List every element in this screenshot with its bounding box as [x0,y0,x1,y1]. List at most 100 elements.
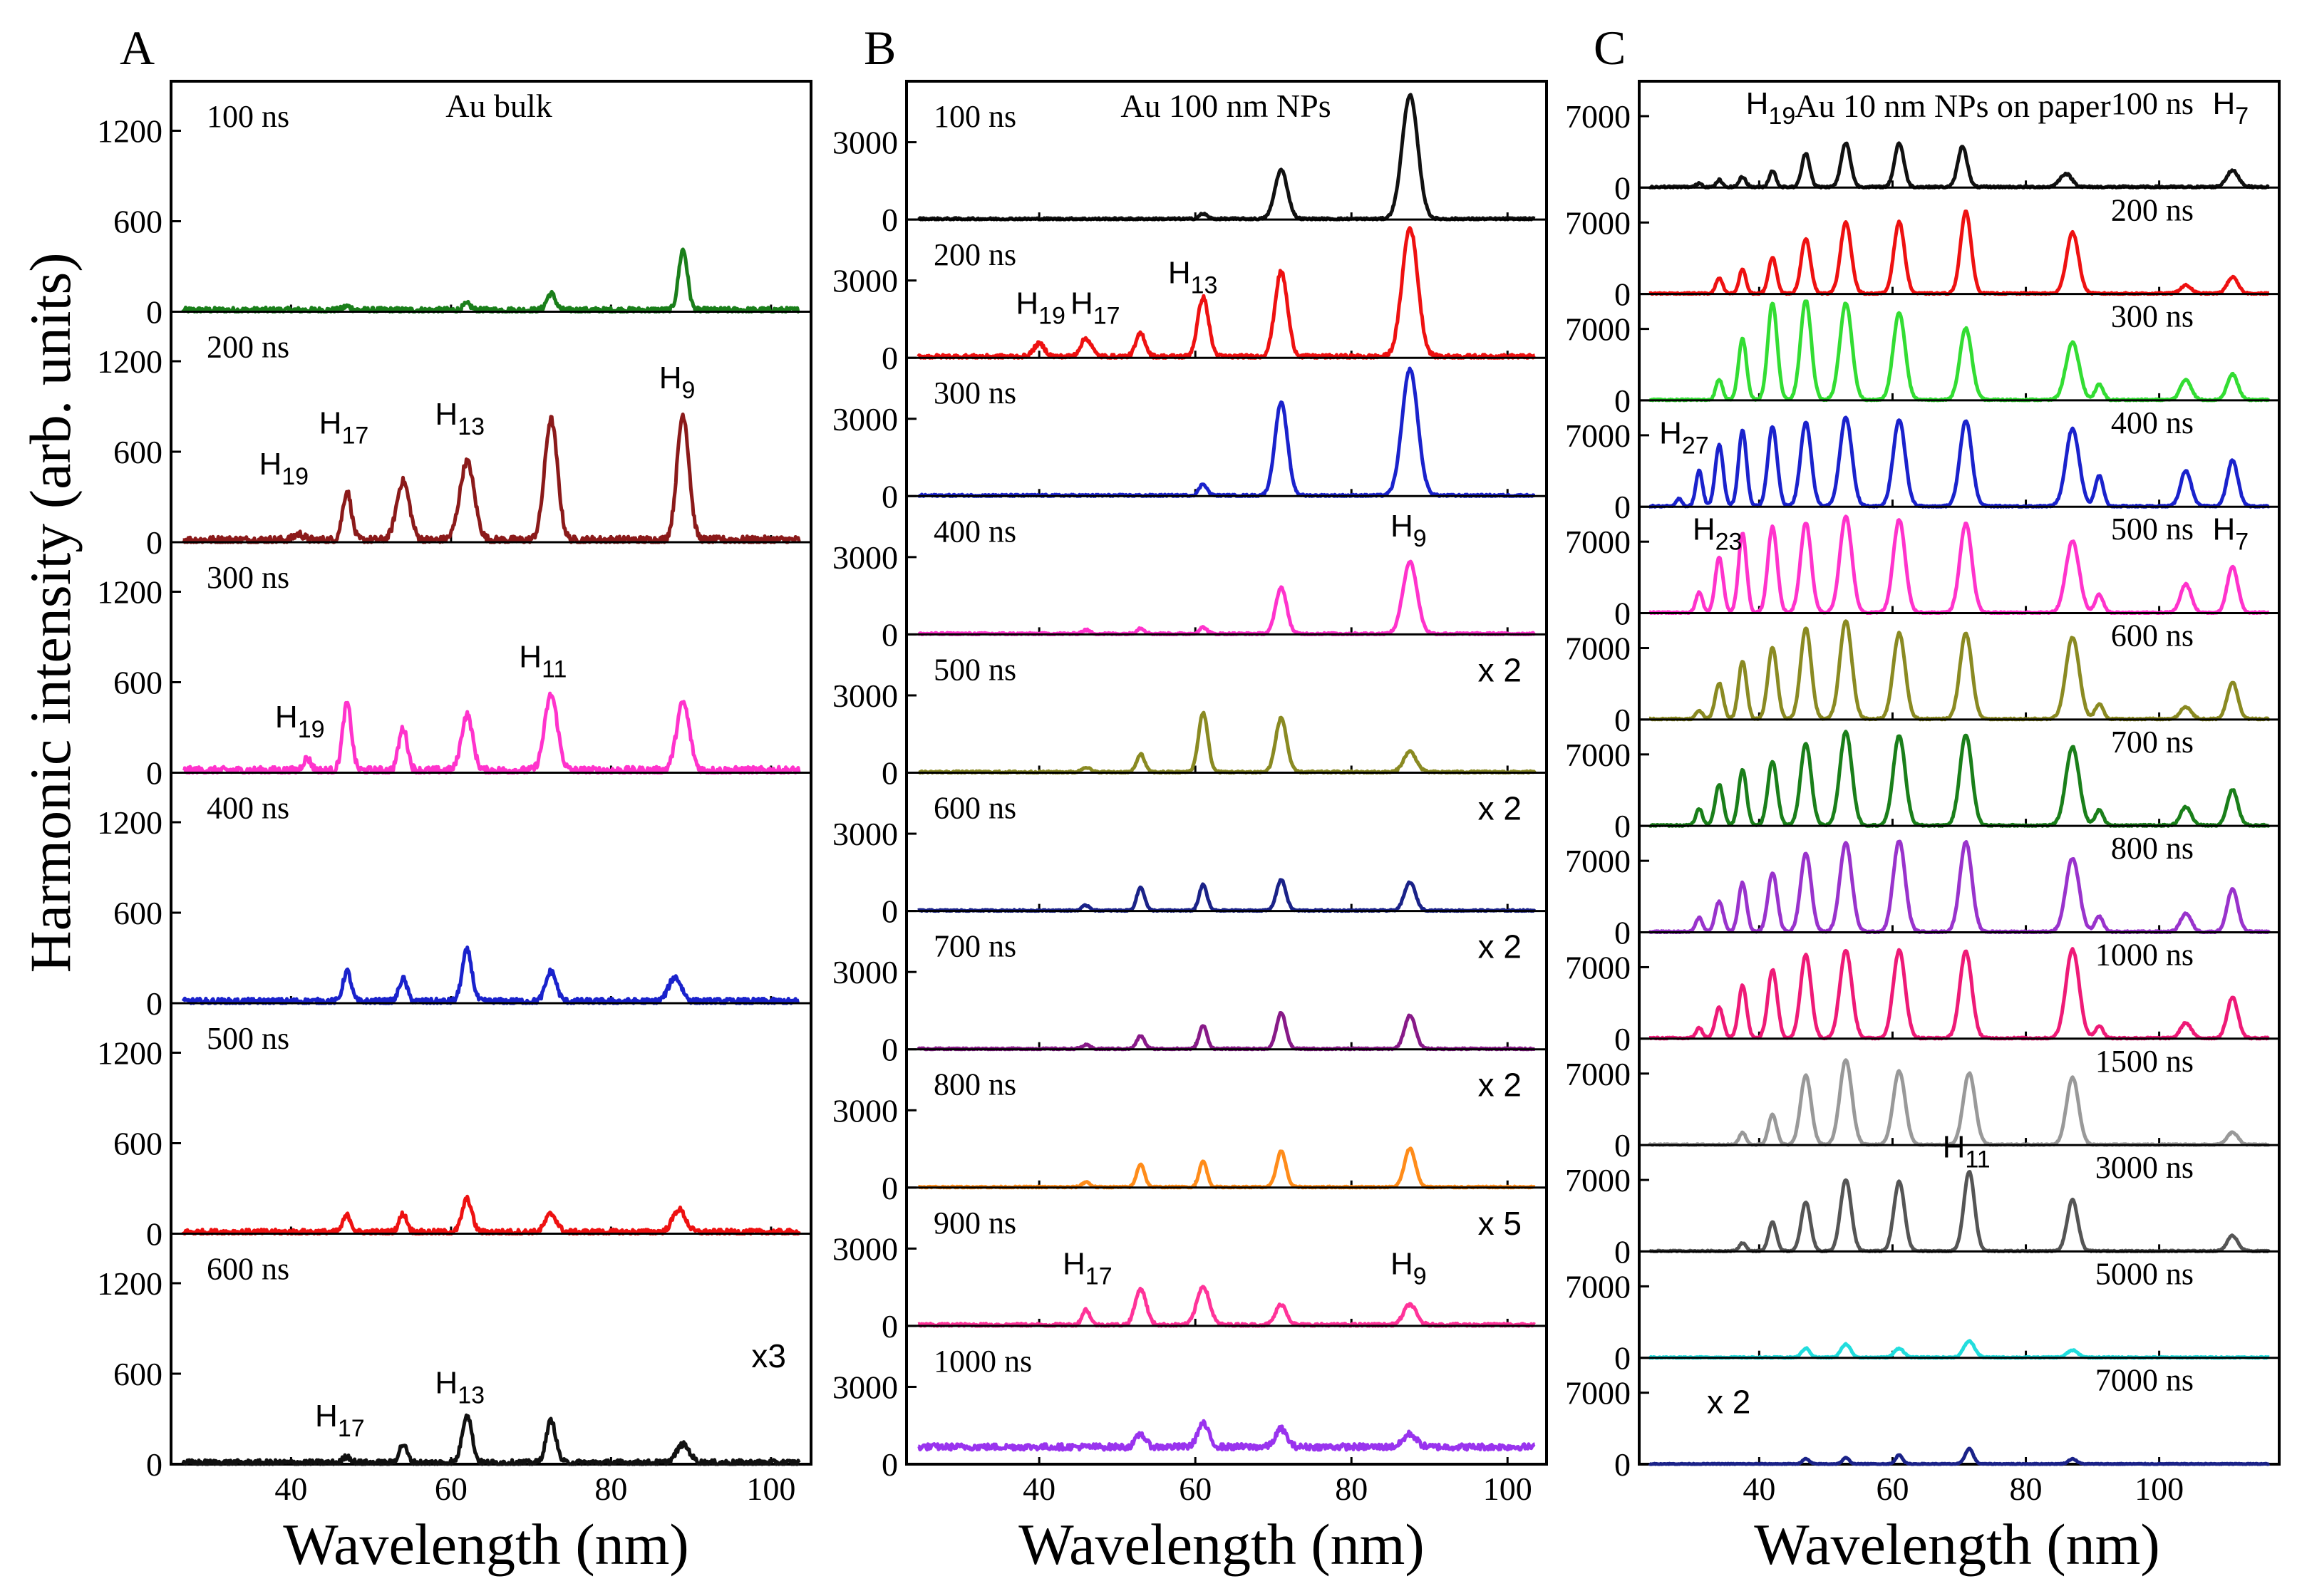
time-label: 900 ns [934,1206,1016,1240]
harmonic-label: H7 [2212,86,2249,130]
subplot-7000-ns: 0 7000 7000 ns x 2 [1565,1357,2279,1483]
subplot-800-ns: 0 7000 800 ns [1565,824,2279,950]
time-label: 500 ns [934,652,1016,687]
y-tick-label: 0 [1614,1233,1631,1270]
y-tick-label: 0 [146,1216,162,1253]
harmonic-label: H17 [319,406,369,450]
y-tick-label: 0 [882,1446,898,1483]
time-label: 600 ns [207,1252,289,1287]
y-tick-label: 7000 [1565,1056,1631,1092]
subplot-900-ns: 0 3000 900 ns x 5 H17 H9 [832,1186,1547,1344]
subplot-100-ns: 0 600 1200 100 ns [97,99,800,331]
subplot-500-ns: 0 3000 500 ns x 2 [832,633,1547,792]
spectrum-line [917,878,1536,913]
subplot-800-ns: 0 3000 800 ns x 2 [832,1048,1547,1206]
harmonic-label: H9 [1390,509,1427,552]
x-tick-label: 80 [594,1471,627,1507]
harmonic-label: H9 [1390,1247,1427,1290]
harmonic-label: H13 [435,397,485,440]
y-tick-label: 0 [146,755,162,792]
spectrum-line [1648,1446,2271,1466]
y-tick-label: 7000 [1565,949,1631,985]
y-tick-label: 1200 [97,804,162,841]
multiplier-label: x 2 [1478,651,1522,688]
multiplier-label: x 2 [1478,928,1522,965]
x-tick-label: 40 [1743,1471,1775,1507]
harmonic-label: H27 [1659,415,1709,459]
time-label: 800 ns [2111,831,2194,866]
y-tick-label: 0 [1614,170,1631,206]
panel-title: Au 100 nm NPs [1120,88,1331,124]
panel-title: Au bulk [445,88,552,124]
harmonic-label: H23 [1693,512,1743,555]
y-tick-label: 0 [146,1446,162,1483]
spectrum-line [917,710,1537,774]
time-label: 3000 ns [2095,1150,2194,1185]
y-tick-label: 3000 [832,678,898,714]
y-tick-label: 0 [1614,383,1631,419]
subplot-700-ns: 0 3000 700 ns x 2 [832,910,1547,1068]
y-tick-label: 7000 [1565,843,1631,879]
harmonic-label: H19 [1016,286,1065,330]
subplot-300-ns: 0 3000 300 ns [832,356,1547,514]
spectrum-line [181,945,800,1005]
subplot-100-ns: 0 3000 100 ns [832,93,1536,238]
y-tick-label: 3000 [832,1369,898,1405]
y-tick-label: 1200 [97,1265,162,1302]
y-tick-label: 0 [1614,1340,1631,1377]
subplot-600-ns: 0 3000 600 ns x 2 [832,772,1547,930]
y-tick-label: 3000 [832,401,898,437]
time-label: 400 ns [934,514,1016,549]
spectrum-line [181,247,800,314]
time-label: 500 ns [2111,512,2194,546]
y-tick-label: 0 [1614,1021,1631,1057]
y-tick-label: 7000 [1565,737,1631,773]
time-label: 600 ns [934,791,1016,826]
y-tick-label: 600 [113,1126,162,1162]
x-tick-label: 60 [1876,1471,1909,1507]
y-tick-label: 600 [113,1356,162,1392]
y-tick-label: 0 [882,1170,898,1206]
y-tick-label: 7000 [1565,1375,1631,1411]
time-label: 1500 ns [2095,1044,2194,1079]
time-label: 7000 ns [2095,1363,2194,1398]
subplot-700-ns: 0 7000 700 ns [1565,718,2279,844]
time-label: 200 ns [934,237,1016,272]
multiplier-label: x 5 [1478,1205,1522,1242]
harmonic-label: H19 [1746,86,1796,130]
panel-letter-a: A [120,21,155,75]
y-tick-label: 1200 [97,113,162,150]
spectrum-line [181,1194,801,1235]
y-tick-label: 0 [882,340,898,376]
y-tick-label: 0 [882,1032,898,1068]
x-axis-label-b: Wavelength (nm) [1018,1512,1424,1577]
subplot-600-ns: 0 600 1200 600 ns x3 H17 H13 [97,1233,811,1483]
y-tick-label: 1200 [97,1035,162,1072]
spectrum-line [917,1146,1536,1190]
harmonic-label: H13 [1168,255,1218,299]
subplot-500-ns: 0 600 1200 500 ns [97,1002,811,1253]
time-label: 700 ns [934,929,1016,964]
y-tick-label: 600 [113,665,162,701]
y-tick-label: 7000 [1565,418,1631,454]
y-tick-label: 600 [113,204,162,240]
y-tick-label: 0 [882,616,898,653]
multiplier-label: x3 [751,1337,786,1374]
y-tick-label: 0 [882,202,898,238]
time-label: 5000 ns [2095,1256,2194,1291]
y-tick-label: 3000 [832,954,898,990]
y-tick-label: 0 [146,524,162,561]
harmonic-label: H19 [259,447,309,490]
y-tick-label: 3000 [832,816,898,852]
y-tick-label: 600 [113,434,162,470]
x-tick-label: 100 [1483,1471,1532,1507]
y-tick-label: 7000 [1565,1268,1631,1305]
harmonic-label: H7 [2212,512,2249,555]
